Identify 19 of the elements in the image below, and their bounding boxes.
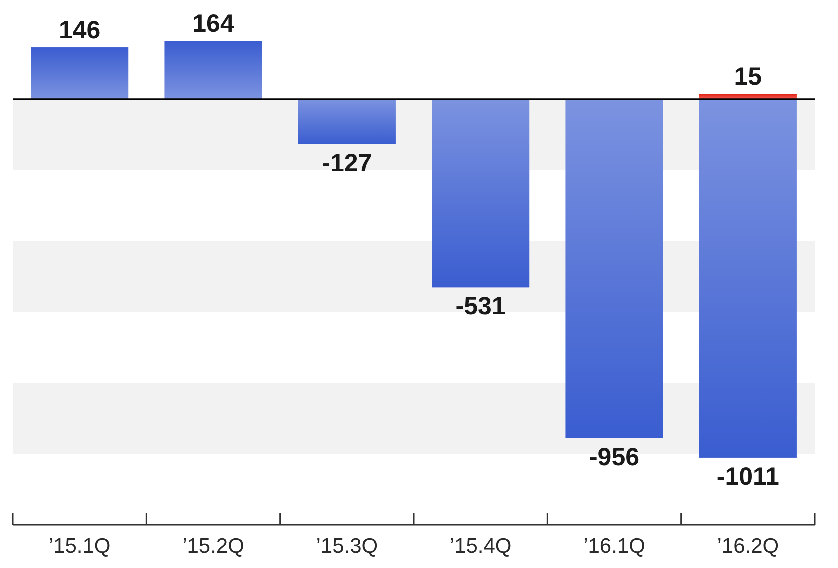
- bar: [31, 48, 129, 100]
- data-label: -531: [456, 292, 506, 321]
- x-tick-label: ’15.4Q: [450, 535, 512, 558]
- x-tick-label: ’15.2Q: [182, 535, 244, 558]
- bar: [432, 99, 530, 288]
- bar: [298, 99, 396, 144]
- bar: [164, 41, 262, 100]
- data-label: -956: [589, 443, 640, 472]
- x-tick-label: ’15.1Q: [48, 535, 111, 558]
- bar: [566, 99, 664, 438]
- x-tick-label: ’16.2Q: [717, 535, 780, 558]
- data-label: 164: [192, 10, 234, 38]
- x-tick-label: ’16.1Q: [584, 535, 646, 558]
- x-tick-label: ’15.3Q: [316, 535, 378, 558]
- bar: [699, 99, 797, 458]
- data-label: -127: [322, 149, 372, 178]
- data-label: -1011: [716, 462, 780, 491]
- data-label: 146: [58, 16, 101, 45]
- data-label: 15: [734, 63, 762, 92]
